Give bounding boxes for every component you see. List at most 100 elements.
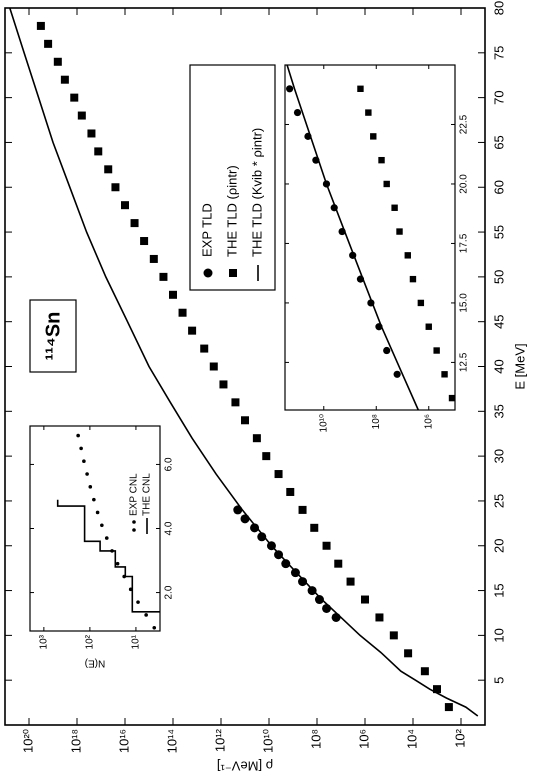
y-tick-label: 10⁴ (404, 729, 419, 749)
data-point (200, 344, 209, 353)
data-point (111, 183, 120, 192)
x-tick-label: 25 (491, 494, 506, 508)
data-point (383, 346, 391, 355)
data-point (94, 147, 103, 156)
legend-label: EXP CNL (129, 473, 140, 516)
data-point (60, 75, 69, 84)
series-line (286, 64, 420, 411)
y-tick-label: 10²⁰ (20, 729, 35, 753)
data-point (77, 111, 86, 120)
series-line (56, 499, 160, 613)
y-tick-label: 10² (452, 728, 467, 747)
data-point (357, 85, 364, 92)
y-tick-label: 10⁶ (356, 729, 371, 749)
y-tick-label: 10¹⁸ (68, 729, 83, 753)
x-tick-label: 60 (491, 180, 506, 194)
y-tick-label: 10¹² (212, 728, 227, 752)
data-point (420, 667, 429, 676)
x-tick-label: 10 (491, 628, 506, 642)
x-tick-label: 65 (491, 135, 506, 149)
legend-label: THE TLD (ρintr) (224, 165, 239, 257)
data-point (322, 541, 331, 550)
y-tick-label: 10¹⁴ (164, 729, 179, 753)
x-tick-label: 55 (491, 225, 506, 239)
data-point (188, 326, 197, 335)
data-point (404, 649, 413, 658)
data-point (79, 446, 83, 451)
data-point (393, 370, 401, 378)
x-tick-label: 17.5 (459, 233, 470, 253)
y-tick-label: 10¹ (131, 634, 142, 649)
x-tick-label: 22.5 (459, 114, 470, 134)
data-point (361, 595, 369, 604)
data-point (241, 416, 249, 425)
data-point (136, 600, 140, 604)
data-point (70, 93, 79, 102)
y-axis-title: ρ [MeV⁻¹] (217, 759, 273, 774)
legend-label: EXP TLD (199, 203, 214, 257)
plot-frame (29, 425, 161, 632)
data-point (298, 577, 308, 587)
plot-frame (284, 64, 456, 411)
x-tick-label: 20 (491, 539, 506, 553)
data-point (396, 228, 403, 235)
y-tick-label: 10¹⁰ (318, 414, 329, 432)
legend-label: THE TLD (Kvib * ρintr) (249, 128, 264, 257)
data-point (444, 703, 453, 712)
data-point (53, 57, 62, 66)
data-point (286, 85, 294, 93)
data-point (178, 308, 187, 317)
data-point (314, 595, 324, 605)
x-tick-label: 15.0 (459, 293, 470, 313)
annotation: ¹¹⁴Sn (42, 312, 64, 361)
legend-box (189, 64, 276, 291)
data-point (44, 39, 53, 48)
data-point (365, 109, 372, 116)
x-tick-label: 80 (491, 1, 506, 15)
x-tick-label: 75 (491, 46, 506, 60)
data-point (240, 514, 250, 524)
y-tick-label: 10⁸ (308, 729, 323, 749)
data-point (274, 470, 283, 479)
x-tick-label: 15 (491, 583, 506, 597)
data-point (85, 472, 89, 476)
data-point (389, 631, 398, 640)
data-point (441, 371, 448, 378)
data-point (378, 156, 385, 164)
legend-marker (229, 269, 237, 277)
x-tick-label: 40 (491, 359, 506, 373)
legend-label: THE CNL (142, 473, 153, 516)
x-axis-title: E [MeV] (512, 343, 527, 389)
series-line (9, 7, 479, 717)
data-point (404, 252, 411, 259)
x-tick-label: 50 (491, 270, 506, 284)
data-point (250, 523, 260, 533)
x-tick-label: 20.0 (459, 174, 470, 194)
x-tick-label: 30 (491, 449, 506, 463)
data-point (370, 133, 377, 140)
data-point (149, 254, 158, 263)
data-point (209, 362, 218, 371)
data-point (87, 129, 96, 138)
data-point (82, 459, 86, 464)
x-tick-label: 5 (491, 677, 506, 684)
data-point (281, 559, 291, 569)
y-tick-label: 10⁸ (371, 414, 382, 429)
data-point (115, 561, 120, 566)
legend-marker (132, 520, 136, 524)
data-point (95, 510, 100, 515)
data-point (140, 237, 149, 246)
annotation-box (29, 299, 77, 373)
data-point (92, 497, 96, 502)
data-point (334, 559, 343, 568)
data-point (219, 380, 228, 389)
data-point (409, 275, 417, 283)
data-point (144, 613, 148, 617)
data-point (286, 487, 295, 496)
data-point (152, 625, 157, 630)
data-point (298, 505, 307, 514)
data-point (130, 219, 139, 228)
data-point (262, 452, 271, 461)
data-point (104, 536, 109, 540)
data-point (310, 523, 319, 532)
